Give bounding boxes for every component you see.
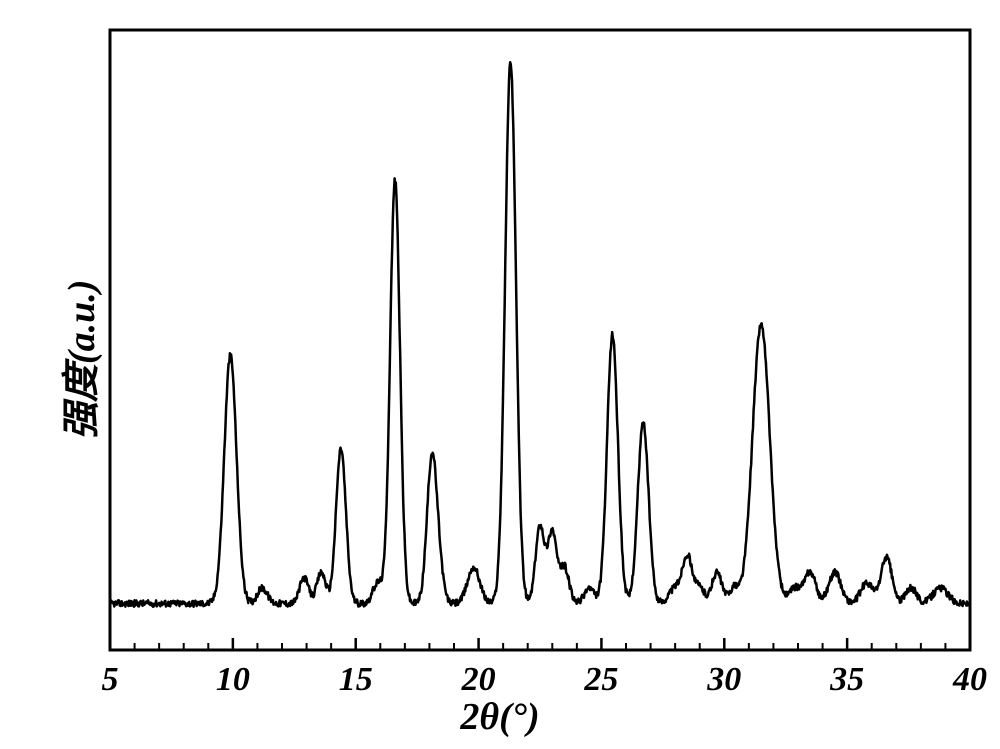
x-axis-label: 2θ(°) [0,695,1000,739]
x-tick-label: 30 [706,661,741,698]
y-axis-label: 强度(a.u.) [50,280,105,440]
xrd-chart-container: 5 10 15 20 25 30 35 40 强度(a.u.) 2θ(°) [0,0,1000,749]
x-tick-label: 35 [829,661,864,698]
x-tick-label: 15 [339,661,373,698]
x-tick-label: 25 [583,661,618,698]
x-tick-label: 20 [461,661,496,698]
xrd-chart: 5 10 15 20 25 30 35 40 [0,0,1000,749]
x-tick-label: 5 [102,661,119,698]
x-tick-label: 40 [952,661,987,698]
x-tick-label: 10 [216,661,250,698]
